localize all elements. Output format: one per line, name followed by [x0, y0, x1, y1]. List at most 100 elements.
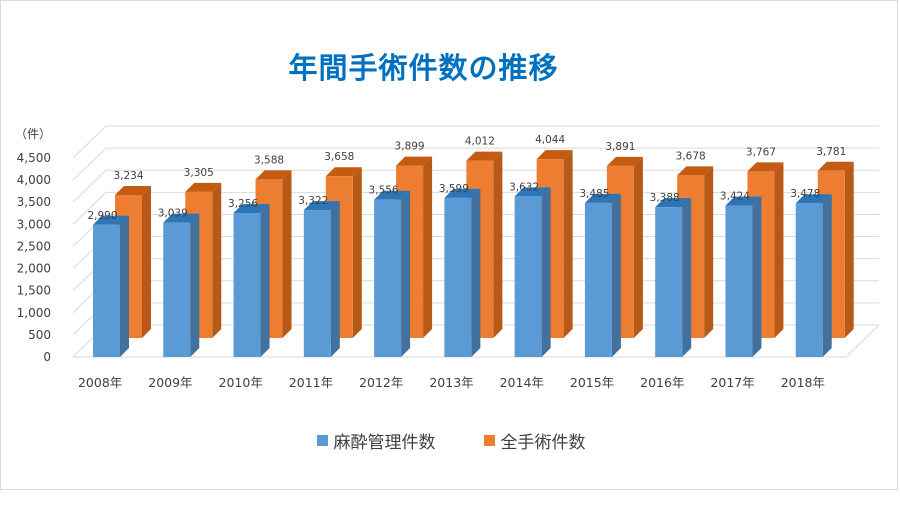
bar-side-surgery: [704, 166, 714, 338]
bar-side-anesthesia: [120, 215, 129, 357]
x-tick-label: 2015年: [570, 375, 614, 390]
data-label: 3,039: [158, 208, 188, 220]
data-label: 3,658: [324, 151, 354, 163]
gridline-diagonal: [72, 147, 107, 181]
bar-side-surgery: [493, 151, 503, 338]
x-tick-label: 2018年: [781, 375, 825, 390]
bar-side-anesthesia: [682, 198, 692, 357]
y-tick-label: 2,000: [17, 262, 51, 276]
bar-top-surgery: [747, 162, 784, 172]
gridline-diagonal: [72, 169, 107, 203]
bar-side-surgery: [774, 162, 784, 338]
data-label: 4,044: [535, 134, 565, 146]
legend-label-series-0: 麻酔管理件数: [333, 433, 436, 453]
bar-top-anesthesia: [374, 190, 411, 200]
legend-item-series-0: 麻酔管理件数: [316, 428, 436, 453]
bar-side-anesthesia: [330, 201, 340, 357]
x-tick-label: 2013年: [429, 375, 473, 390]
bar-top-surgery: [115, 185, 151, 195]
data-label: 3,388: [650, 192, 680, 204]
bar-top-anesthesia: [725, 196, 762, 206]
x-tick-label: 2011年: [289, 375, 333, 390]
data-label: 3,424: [720, 191, 750, 203]
bar-anesthesia: [795, 203, 823, 357]
gridline-diagonal: [72, 125, 107, 159]
data-label: 3,678: [676, 150, 706, 162]
data-label: 3,781: [816, 146, 846, 158]
bar-top-surgery: [817, 161, 854, 171]
y-tick-label: 3,500: [17, 195, 51, 209]
legend: 麻酔管理件数 全手術件数: [1, 428, 900, 453]
bar-top-anesthesia: [655, 198, 692, 208]
data-label: 3,556: [369, 185, 399, 197]
bar-top-anesthesia: [163, 213, 200, 223]
bar-side-anesthesia: [541, 187, 551, 357]
bar-anesthesia: [163, 222, 191, 357]
x-tick-label: 2014年: [500, 375, 544, 390]
legend-label-series-1: 全手術件数: [500, 433, 586, 453]
bar-side-anesthesia: [752, 196, 762, 357]
bar-side-anesthesia: [611, 193, 621, 357]
bar-top-surgery: [466, 151, 503, 161]
bar-anesthesia: [444, 197, 472, 357]
bar-anesthesia: [655, 207, 683, 357]
y-tick-label: 0: [43, 350, 51, 364]
bar-top-surgery: [536, 150, 573, 160]
data-label: 2,990: [87, 210, 117, 222]
bar-top-surgery: [255, 170, 292, 180]
bar-top-surgery: [185, 182, 222, 192]
legend-item-series-1: 全手術件数: [483, 428, 586, 453]
y-tick-label: 4,500: [17, 151, 51, 165]
data-label: 4,012: [465, 136, 495, 148]
gridline-diagonal: [72, 191, 107, 225]
x-tick-label: 2010年: [219, 375, 263, 390]
y-tick-label: 2,500: [17, 239, 51, 253]
y-axis-unit-label: （件）: [15, 127, 52, 141]
data-label: 3,256: [228, 198, 258, 210]
bar-anesthesia: [233, 213, 261, 357]
y-tick-label: 3,000: [17, 217, 51, 231]
bar-top-anesthesia: [795, 194, 832, 204]
data-label: 3,305: [184, 167, 214, 179]
chart-plot: 0 500 1,000 1,500 2,000 2,500 3,000 3,500 4,000 4…: [17, 125, 880, 390]
data-label: 3,234: [113, 170, 143, 182]
bar-top-surgery: [606, 156, 643, 166]
bar-top-anesthesia: [444, 188, 481, 198]
bar-side-surgery: [844, 161, 854, 338]
bar-side-anesthesia: [401, 190, 411, 357]
bar-side-anesthesia: [822, 194, 832, 357]
data-label: 3,632: [509, 181, 539, 193]
x-tick-label: 2016年: [640, 375, 684, 390]
bar-anesthesia: [514, 196, 542, 357]
bar-top-surgery: [677, 166, 714, 176]
bar-anesthesia: [725, 205, 753, 357]
legend-swatch-series-1: [483, 435, 495, 446]
x-tick-label: 2012年: [359, 375, 403, 390]
floor-right-edge: [845, 324, 880, 358]
data-label: 3,478: [790, 188, 820, 200]
bar-side-surgery: [212, 182, 222, 338]
bar-side-surgery: [142, 185, 151, 338]
bar-top-anesthesia: [93, 215, 129, 225]
data-label: 3,322: [298, 195, 328, 207]
data-label: 3,599: [439, 183, 469, 195]
bar-side-surgery: [563, 150, 573, 338]
chart-title: 年間手術件数の推移: [288, 51, 559, 85]
bar-side-anesthesia: [260, 204, 270, 357]
bar-anesthesia: [93, 224, 120, 357]
y-tick-label: 4,000: [17, 173, 51, 187]
bar-top-anesthesia: [303, 201, 340, 211]
bar-top-anesthesia: [584, 193, 621, 203]
legend-swatch-series-0: [316, 435, 328, 446]
bar-anesthesia: [374, 199, 402, 357]
bar-side-surgery: [282, 170, 292, 338]
y-tick-label: 1,500: [17, 284, 51, 298]
y-tick-label: 1,000: [17, 306, 51, 320]
data-label: 3,485: [579, 188, 609, 200]
bar-side-anesthesia: [190, 213, 200, 357]
y-tick-label: 500: [28, 328, 51, 342]
bar-top-anesthesia: [233, 204, 270, 214]
x-tick-label: 2017年: [710, 375, 754, 390]
bar-side-anesthesia: [471, 188, 481, 357]
bar-side-surgery: [633, 156, 643, 338]
